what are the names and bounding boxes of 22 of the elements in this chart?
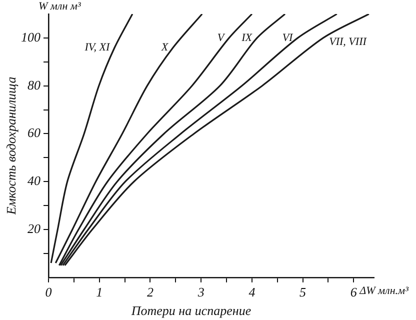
x-tick-label: 2 bbox=[146, 284, 154, 300]
x-tick-label: 3 bbox=[196, 284, 205, 300]
y-tick-label: 60 bbox=[28, 125, 41, 140]
series-label: X bbox=[160, 41, 170, 54]
series-label: IV, XI bbox=[84, 41, 111, 54]
y-axis-title: Емкость водохранилища bbox=[3, 76, 18, 216]
text: W млн м³ bbox=[38, 0, 82, 12]
series-label: VII, VIII bbox=[329, 36, 368, 48]
y-tick-label: 20 bbox=[28, 220, 41, 236]
series-label: IX bbox=[240, 32, 254, 44]
x-tick-label: 6 bbox=[350, 284, 358, 300]
text: ΔW млн.м³ bbox=[358, 284, 410, 297]
x-tick-label: 5 bbox=[300, 284, 307, 300]
y-tick-label: 80 bbox=[28, 77, 41, 92]
x-tick-label: 4 bbox=[248, 284, 256, 300]
x-tick-label: 1 bbox=[96, 284, 103, 300]
x-axis-title: Потери на испарение bbox=[130, 302, 252, 318]
y-tick-label: 40 bbox=[28, 173, 41, 188]
x-tick-label: 0 bbox=[45, 284, 52, 300]
series-label: V bbox=[217, 32, 226, 44]
y-tick-label: 100 bbox=[21, 29, 41, 44]
series-label: VI bbox=[282, 32, 294, 44]
